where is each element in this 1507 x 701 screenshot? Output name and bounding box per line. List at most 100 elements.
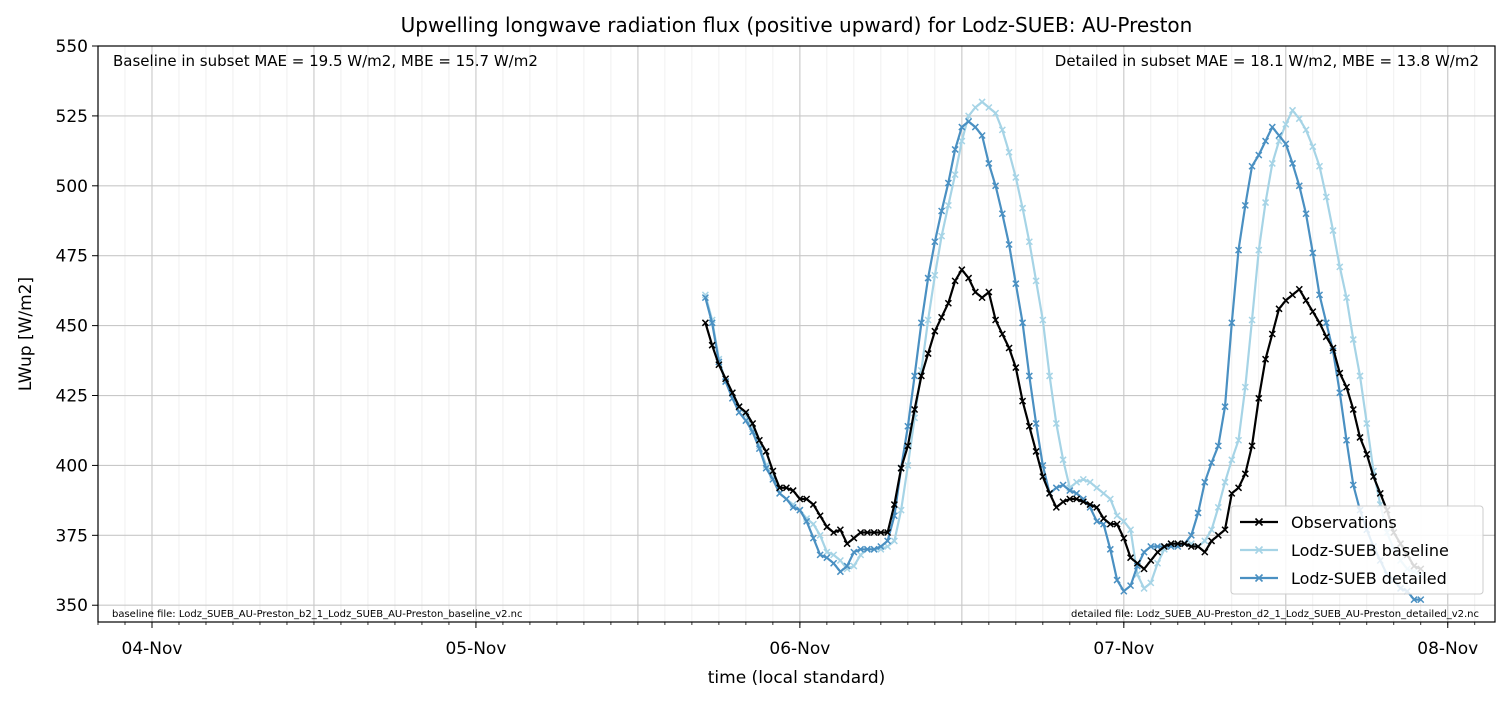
data-point-marker <box>1120 534 1128 542</box>
data-point-marker <box>992 316 1000 324</box>
data-point-marker <box>978 98 986 106</box>
data-point-marker <box>911 405 919 414</box>
data-point-marker <box>816 551 824 559</box>
data-point-marker <box>1262 137 1270 145</box>
data-point-marker <box>1194 509 1202 517</box>
data-point-marker <box>1342 294 1351 302</box>
data-point-marker <box>1025 372 1033 380</box>
data-point-marker <box>1113 576 1121 584</box>
data-point-marker <box>1282 120 1290 128</box>
data-point-marker <box>1282 296 1290 304</box>
data-point-marker <box>1369 473 1378 481</box>
data-point-marker <box>1282 140 1290 148</box>
data-point-marker <box>1255 394 1263 402</box>
data-point-marker <box>742 408 750 416</box>
data-point-marker <box>816 512 824 520</box>
data-point-marker <box>708 319 716 327</box>
data-point-marker <box>1181 540 1189 548</box>
data-point-marker <box>1289 106 1297 114</box>
data-point-marker <box>1073 495 1081 503</box>
legend-entry: Lodz-SUEB detailed <box>1240 569 1447 588</box>
data-point-marker <box>701 291 709 299</box>
data-point-marker <box>965 274 973 282</box>
data-point-marker <box>971 103 979 112</box>
data-point-marker <box>985 288 993 296</box>
data-point-marker <box>1073 489 1081 497</box>
data-point-marker <box>897 464 905 472</box>
data-point-marker <box>1241 383 1249 391</box>
data-point-marker <box>1275 131 1283 140</box>
data-point-marker <box>809 501 817 509</box>
data-point-marker <box>1336 263 1344 271</box>
data-point-marker <box>998 126 1006 134</box>
data-point-marker <box>1322 319 1330 327</box>
data-point-marker <box>755 436 763 444</box>
data-point-marker <box>924 350 932 358</box>
x-axis-label: time (local standard) <box>708 668 886 688</box>
data-point-marker <box>1012 364 1020 372</box>
data-point-marker <box>701 294 709 302</box>
data-point-marker <box>1106 520 1114 528</box>
data-point-marker <box>877 528 885 537</box>
data-point-marker <box>978 131 986 140</box>
data-point-marker <box>904 442 912 450</box>
data-point-marker <box>877 542 885 551</box>
data-point-marker <box>722 375 730 383</box>
y-tick-label: 525 <box>56 107 88 127</box>
data-point-marker <box>1208 537 1216 545</box>
data-point-marker <box>1315 291 1324 299</box>
data-point-marker <box>823 523 831 531</box>
data-point-marker <box>1309 308 1317 316</box>
data-point-marker <box>911 372 919 380</box>
data-point-marker <box>998 210 1006 218</box>
data-point-marker <box>843 562 851 570</box>
data-point-marker <box>850 548 858 556</box>
data-point-marker <box>897 506 905 514</box>
data-point-marker <box>1208 526 1216 534</box>
data-point-marker <box>1005 240 1013 249</box>
data-point-marker <box>1336 369 1344 377</box>
y-tick-label: 450 <box>56 317 88 337</box>
data-point-marker <box>1140 584 1148 592</box>
data-point-marker <box>1376 489 1384 497</box>
data-point-marker <box>1127 582 1135 590</box>
data-point-marker <box>1329 227 1337 235</box>
data-point-marker <box>735 408 743 416</box>
data-point-marker <box>1066 487 1074 495</box>
data-point-marker <box>904 422 912 430</box>
y-tick-label: 375 <box>56 526 88 546</box>
data-point-marker <box>1349 336 1357 344</box>
data-point-marker <box>823 554 831 562</box>
data-point-marker <box>1275 305 1283 313</box>
axis-ticks: 04-Nov 05-Nov 06-Nov 07-Nov 08-Nov 350 375 400 4… <box>56 37 1479 659</box>
data-point-marker <box>931 238 939 246</box>
data-point-marker <box>1073 478 1081 486</box>
y-tick-label: 350 <box>56 596 88 616</box>
data-point-marker <box>870 528 878 537</box>
data-point-marker <box>1154 559 1162 567</box>
data-point-marker <box>958 137 966 145</box>
data-point-marker <box>1255 246 1263 254</box>
data-point-marker <box>728 389 736 397</box>
data-point-marker <box>1221 403 1229 411</box>
data-point-marker <box>1187 542 1195 551</box>
data-point-marker <box>1248 442 1256 450</box>
data-point-marker <box>1113 512 1121 520</box>
data-point-marker <box>1025 422 1033 430</box>
data-point-marker <box>944 201 952 209</box>
data-point-marker <box>1187 531 1195 539</box>
data-point-marker <box>1046 489 1054 497</box>
data-point-marker <box>1302 210 1310 218</box>
data-point-marker <box>890 501 898 509</box>
data-point-marker <box>1032 277 1040 285</box>
data-point-marker <box>1093 484 1101 492</box>
legend-entry: Lodz-SUEB baseline <box>1240 541 1449 560</box>
data-point-marker <box>1066 495 1074 503</box>
data-point-marker <box>1127 554 1135 562</box>
data-point-marker <box>924 274 932 282</box>
data-point-marker <box>863 545 871 553</box>
x-tick-label: 07-Nov <box>1093 639 1154 659</box>
data-point-marker <box>1417 596 1425 604</box>
data-point-marker <box>1140 565 1148 573</box>
y-tick-label: 425 <box>56 387 88 407</box>
